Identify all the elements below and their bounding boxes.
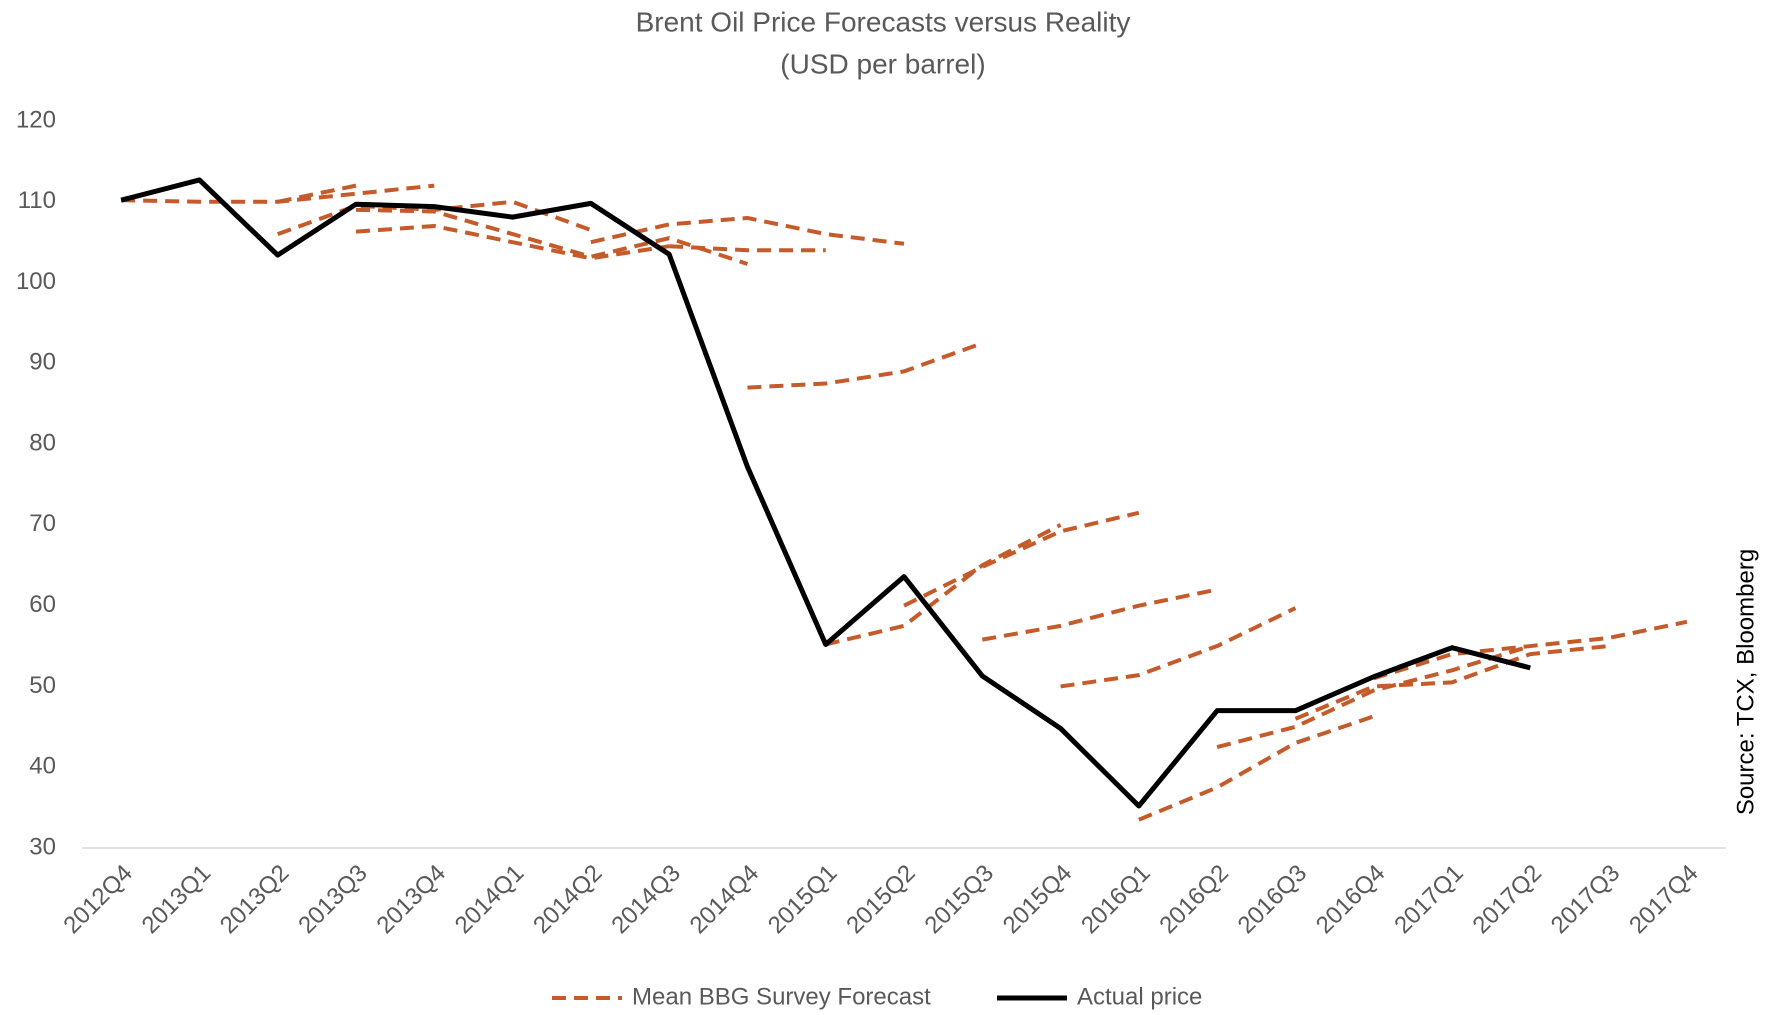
forecast-line [355,207,749,266]
y-tick-label: 70 [29,510,56,537]
x-tick-label: 2014Q1 [450,860,529,939]
x-tick-label: 2017Q4 [1624,860,1703,939]
forecast-line [1216,644,1531,749]
x-tick-label: 2014Q4 [685,860,764,939]
legend-label: Mean BBG Survey Forecast [632,983,931,1010]
forecast-line [1138,714,1375,822]
y-tick-label: 80 [29,429,56,456]
forecast-line [355,224,670,261]
x-tick-label: 2016Q2 [1154,860,1233,939]
legend-label: Actual price [1077,983,1202,1010]
forecast-line [1373,619,1688,681]
forecast-line [903,510,1140,608]
x-tick-label: 2014Q3 [606,860,685,939]
y-tick-label: 110 [18,187,56,214]
x-tick-label: 2015Q4 [998,860,1077,939]
x-tick-label: 2017Q2 [1468,860,1547,939]
forecast-line [981,587,1218,642]
y-tick-label: 90 [29,349,56,376]
chart-subtitle: (USD per barrel) [780,48,985,79]
forecast-line [825,523,1062,647]
forecast-line [121,183,435,204]
x-tick-label: 2015Q3 [920,860,999,939]
chart-title: Brent Oil Price Forecasts versus Reality [636,6,1131,37]
forecast-line [747,341,983,390]
forecast-line [1294,644,1609,721]
x-tick-label: 2013Q4 [372,860,451,939]
x-tick-label: 2012Q4 [58,860,137,939]
forecast-line [669,244,826,253]
forecast-line [277,183,357,204]
forecast-line [1060,606,1297,689]
x-tick-label: 2014Q2 [528,860,607,939]
forecast-line [590,215,905,246]
x-tick-label: 2015Q2 [841,860,920,939]
actual-line [120,177,1531,809]
x-tick-label: 2013Q2 [215,860,294,939]
x-tick-label: 2015Q1 [763,860,842,939]
x-tick-label: 2013Q3 [293,860,372,939]
x-tick-label: 2016Q1 [1076,860,1155,939]
x-tick-label: 2017Q3 [1546,860,1625,939]
y-tick-label: 120 [16,106,56,133]
y-tick-label: 60 [29,591,56,618]
y-tick-label: 40 [29,753,56,780]
x-tick-label: 2017Q1 [1389,860,1468,939]
x-tick-label: 2016Q4 [1311,860,1390,939]
y-tick-label: 30 [29,833,56,860]
y-tick-label: 100 [16,268,56,295]
source-note: Source: TCX, Bloomberg [1732,549,1759,815]
y-tick-label: 50 [29,672,56,699]
x-tick-label: 2013Q1 [137,860,216,939]
x-tick-label: 2016Q3 [1233,860,1312,939]
